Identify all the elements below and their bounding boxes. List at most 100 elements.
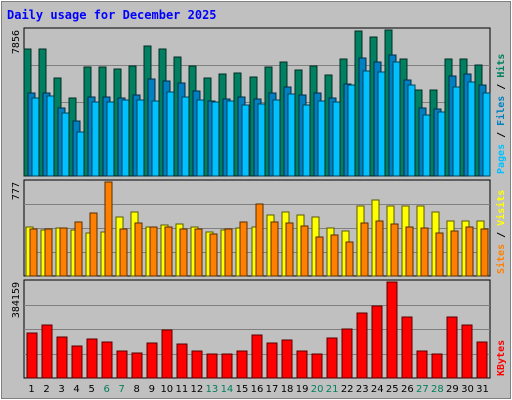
bar-pages-day-25: [392, 61, 401, 177]
bar-kbytes-day-22: [341, 328, 353, 379]
bar-pages-day-10: [166, 91, 175, 177]
bar-pages-day-5: [91, 101, 100, 177]
x-tick-label-20: 20: [311, 384, 324, 395]
bar-sites-day-12: [194, 228, 203, 277]
bar-sites-day-27: [420, 227, 429, 277]
bar-kbytes-day-6: [101, 341, 113, 379]
bar-pages-day-16: [257, 103, 266, 177]
bar-pages-day-28: [437, 111, 446, 177]
bar-sites-day-30: [465, 226, 474, 277]
bar-pages-day-14: [226, 100, 235, 177]
bar-pages-day-29: [452, 86, 461, 177]
x-tick-label-17: 17: [266, 384, 279, 395]
legend-hits: Hits: [495, 54, 507, 78]
bar-pages-day-18: [287, 93, 296, 177]
bar-pages-day-12: [196, 99, 205, 177]
bar-sites-day-28: [435, 232, 444, 277]
x-tick-label-8: 8: [134, 384, 140, 395]
x-tick-label-28: 28: [431, 384, 444, 395]
x-tick-label-15: 15: [236, 384, 249, 395]
panel-kbytes: 384159 KBytes: [11, 279, 507, 379]
bar-pages-day-15: [241, 104, 250, 177]
bar-pages-day-30: [467, 81, 476, 177]
bar-sites-day-17: [270, 221, 279, 277]
x-tick-label-21: 21: [326, 384, 339, 395]
x-tick-label-26: 26: [401, 384, 414, 395]
bar-kbytes-day-12: [191, 350, 203, 379]
bar-pages-day-20: [317, 100, 326, 177]
x-tick-label-29: 29: [446, 384, 459, 395]
x-tick-label-22: 22: [341, 384, 354, 395]
x-tick-label-19: 19: [296, 384, 309, 395]
bar-kbytes-day-15: [236, 350, 248, 379]
bar-pages-day-17: [272, 99, 281, 177]
y-max-label: 7856: [11, 30, 22, 54]
legend-separator: /: [496, 78, 507, 96]
bar-kbytes-day-24: [371, 305, 383, 379]
bar-pages-day-13: [211, 101, 220, 177]
x-tick-label-4: 4: [73, 384, 79, 395]
bar-pages-day-31: [482, 92, 491, 177]
bar-sites-day-16: [255, 203, 264, 277]
x-tick-label-18: 18: [281, 384, 294, 395]
bar-pages-day-9: [151, 100, 160, 177]
bar-pages-day-1: [31, 97, 40, 177]
bar-sites-day-25: [390, 223, 399, 277]
bar-kbytes-day-30: [461, 324, 473, 379]
chart-panels: 7856 Pages / Files / Hits 777 Sites / Visit…: [11, 27, 507, 379]
bar-sites-day-31: [480, 228, 489, 277]
bar-sites-day-1: [29, 228, 38, 277]
bar-pages-day-24: [377, 71, 386, 177]
bar-kbytes-day-25: [386, 281, 398, 379]
series-legend: Sites / Visits: [495, 190, 507, 274]
bar-kbytes-day-5: [86, 338, 98, 379]
bar-kbytes-day-13: [206, 353, 218, 379]
bar-kbytes-day-4: [71, 345, 83, 379]
bar-sites-day-5: [89, 212, 98, 277]
x-tick-label-7: 7: [119, 384, 125, 395]
bar-kbytes-day-7: [116, 350, 128, 379]
bar-sites-day-26: [405, 226, 414, 277]
x-tick-label-25: 25: [386, 384, 399, 395]
bar-kbytes-day-27: [416, 350, 428, 379]
x-tick-label-30: 30: [461, 384, 474, 395]
bar-kbytes-day-8: [131, 352, 143, 379]
bar-sites-day-23: [360, 222, 369, 277]
bar-pages-day-23: [362, 70, 371, 177]
panel-hits-files-pages: 7856 Pages / Files / Hits: [11, 27, 507, 177]
x-tick-label-12: 12: [191, 384, 204, 395]
bar-pages-day-6: [106, 101, 115, 177]
bar-kbytes-day-16: [251, 334, 263, 379]
bar-pages-day-3: [61, 112, 70, 177]
bar-kbytes-day-29: [446, 316, 458, 379]
y-max-label: 384159: [11, 282, 22, 318]
bar-pages-day-22: [347, 84, 356, 177]
bar-sites-day-7: [119, 228, 128, 277]
bar-kbytes-day-17: [266, 342, 278, 379]
bar-kbytes-day-21: [326, 337, 338, 379]
bar-pages-day-27: [422, 114, 431, 177]
x-tick-label-16: 16: [251, 384, 264, 395]
x-tick-label-24: 24: [371, 384, 384, 395]
bar-pages-day-19: [302, 104, 311, 177]
bar-sites-day-3: [59, 227, 68, 277]
bar-sites-day-11: [179, 228, 188, 277]
bar-sites-day-8: [134, 222, 143, 277]
bar-sites-day-15: [239, 221, 248, 277]
bar-kbytes-day-19: [296, 350, 308, 379]
bar-kbytes-day-3: [56, 336, 68, 379]
x-tick-label-11: 11: [175, 384, 188, 395]
bar-kbytes-day-20: [311, 353, 323, 379]
bar-sites-day-18: [285, 222, 294, 277]
legend-separator: /: [496, 226, 507, 244]
legend-files: Files: [495, 96, 507, 126]
series-legend: Pages / Files / Hits: [495, 54, 507, 174]
bar-kbytes-day-9: [146, 342, 158, 379]
bar-sites-day-9: [149, 226, 158, 277]
x-tick-label-6: 6: [103, 384, 109, 395]
legend-visits: Visits: [495, 190, 507, 226]
x-tick-label-5: 5: [88, 384, 94, 395]
bar-kbytes-day-26: [401, 316, 413, 379]
x-tick-label-2: 2: [43, 384, 49, 395]
x-tick-label-13: 13: [206, 384, 219, 395]
